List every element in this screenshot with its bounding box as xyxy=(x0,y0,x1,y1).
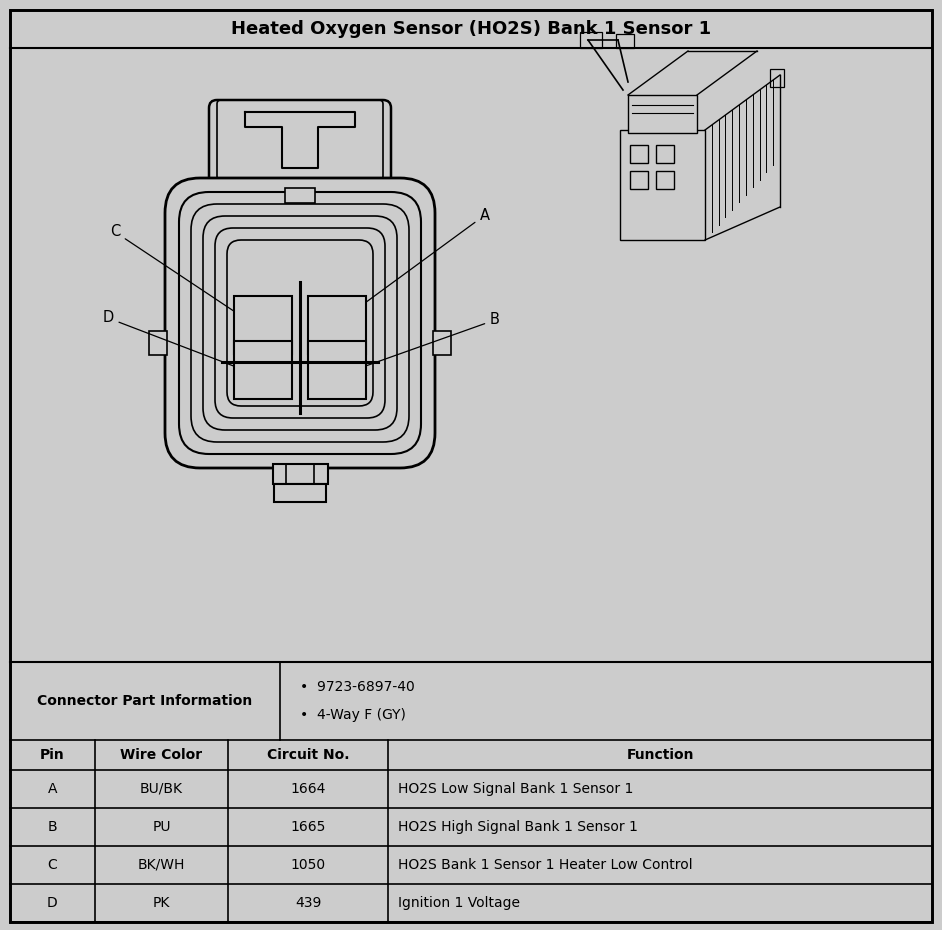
Bar xyxy=(308,296,366,354)
Text: •  9723-6897-40: • 9723-6897-40 xyxy=(300,680,414,694)
Text: PU: PU xyxy=(153,820,171,834)
Text: •  4-Way F (GY): • 4-Way F (GY) xyxy=(300,708,406,722)
Text: Connector Part Information: Connector Part Information xyxy=(38,694,252,708)
Bar xyxy=(656,171,674,189)
Text: A: A xyxy=(346,207,490,317)
Bar xyxy=(308,341,366,399)
Bar xyxy=(149,331,167,355)
Bar xyxy=(628,95,697,133)
FancyBboxPatch shape xyxy=(165,178,435,468)
Text: D: D xyxy=(47,896,57,910)
Bar xyxy=(234,296,292,354)
Text: HO2S High Signal Bank 1 Sensor 1: HO2S High Signal Bank 1 Sensor 1 xyxy=(398,820,638,834)
Text: HO2S Bank 1 Sensor 1 Heater Low Control: HO2S Bank 1 Sensor 1 Heater Low Control xyxy=(398,858,692,872)
Polygon shape xyxy=(245,112,355,168)
Text: Circuit No.: Circuit No. xyxy=(267,748,349,762)
Bar xyxy=(234,341,292,399)
Text: D: D xyxy=(103,311,240,369)
Text: Ignition 1 Voltage: Ignition 1 Voltage xyxy=(398,896,520,910)
Text: Pin: Pin xyxy=(41,748,65,762)
Text: B: B xyxy=(358,312,500,369)
Text: 439: 439 xyxy=(295,896,321,910)
Bar xyxy=(272,464,328,484)
Text: C: C xyxy=(48,858,57,872)
Text: BU/BK: BU/BK xyxy=(140,782,183,796)
Bar xyxy=(580,32,602,48)
Text: 1050: 1050 xyxy=(290,858,326,872)
Text: Function: Function xyxy=(626,748,693,762)
Text: A: A xyxy=(48,782,57,796)
Text: Wire Color: Wire Color xyxy=(121,748,203,762)
Bar xyxy=(620,130,705,240)
Text: HO2S Low Signal Bank 1 Sensor 1: HO2S Low Signal Bank 1 Sensor 1 xyxy=(398,782,633,796)
Text: C: C xyxy=(110,224,242,317)
Text: PK: PK xyxy=(153,896,171,910)
Text: B: B xyxy=(48,820,57,834)
Bar xyxy=(630,145,648,163)
Text: Heated Oxygen Sensor (HO2S) Bank 1 Sensor 1: Heated Oxygen Sensor (HO2S) Bank 1 Senso… xyxy=(231,20,711,38)
Bar xyxy=(770,69,784,87)
Bar xyxy=(274,484,326,502)
Bar xyxy=(433,331,451,355)
Text: BK/WH: BK/WH xyxy=(138,858,186,872)
Bar xyxy=(285,188,315,203)
Text: 1664: 1664 xyxy=(290,782,326,796)
Bar xyxy=(616,34,634,48)
Text: 1665: 1665 xyxy=(290,820,326,834)
FancyBboxPatch shape xyxy=(209,100,391,188)
Bar xyxy=(656,145,674,163)
Bar xyxy=(630,171,648,189)
